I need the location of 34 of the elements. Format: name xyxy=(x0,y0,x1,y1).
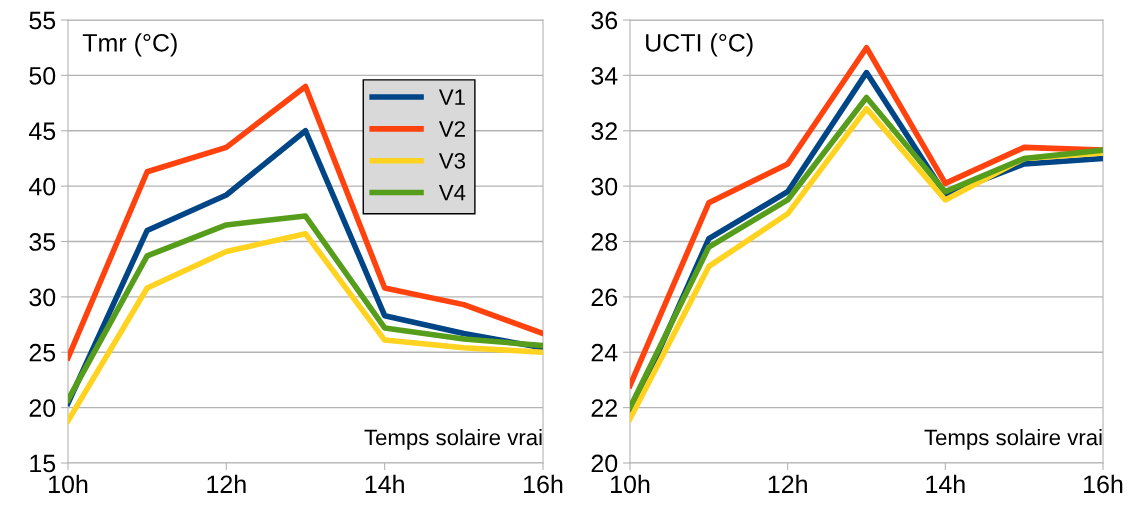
x-tick-label: 16h xyxy=(1084,474,1123,494)
y-axis-title: Tmr (°C) xyxy=(82,33,177,57)
x-tick-label: 14h xyxy=(926,474,965,493)
x-tick-label: 10h xyxy=(611,474,650,494)
y-tick-label: 45 xyxy=(28,122,56,141)
y-tick-label: 36 xyxy=(591,11,618,30)
legend-label: V3 xyxy=(438,152,466,169)
y-tick-label: 20 xyxy=(591,454,618,473)
legend-label: V2 xyxy=(438,121,465,137)
x-tick-label: 10h xyxy=(49,474,88,494)
y-tick-label: 34 xyxy=(591,66,618,85)
y-tick-label: 25 xyxy=(29,343,56,362)
x-tick-label: 16h xyxy=(524,474,563,494)
x-axis-title: Temps solaire vrai xyxy=(924,428,1102,450)
x-tick-label: 12h xyxy=(768,474,807,493)
y-tick-label: 30 xyxy=(591,177,618,196)
y-tick-label: 32 xyxy=(591,122,617,141)
y-tick-label: 30 xyxy=(29,288,56,307)
y-axis-title: UCTI (°C) xyxy=(646,33,753,57)
legend-label: V4 xyxy=(438,185,466,201)
legend-label: V1 xyxy=(438,89,465,105)
y-tick-label: 35 xyxy=(29,233,56,251)
y-tick-label: 26 xyxy=(591,288,618,307)
y-tick-label: 50 xyxy=(29,66,56,85)
y-tick-label: 40 xyxy=(28,177,56,196)
x-tick-label: 14h xyxy=(365,474,404,493)
y-tick-label: 22 xyxy=(591,399,617,417)
x-axis-title: Temps solaire vrai xyxy=(364,428,542,450)
x-tick-label: 12h xyxy=(207,474,246,493)
y-tick-label: 24 xyxy=(591,343,618,362)
y-tick-label: 55 xyxy=(29,11,56,30)
y-tick-label: 20 xyxy=(29,399,56,417)
y-tick-label: 28 xyxy=(591,233,618,251)
y-tick-label: 15 xyxy=(30,454,56,473)
